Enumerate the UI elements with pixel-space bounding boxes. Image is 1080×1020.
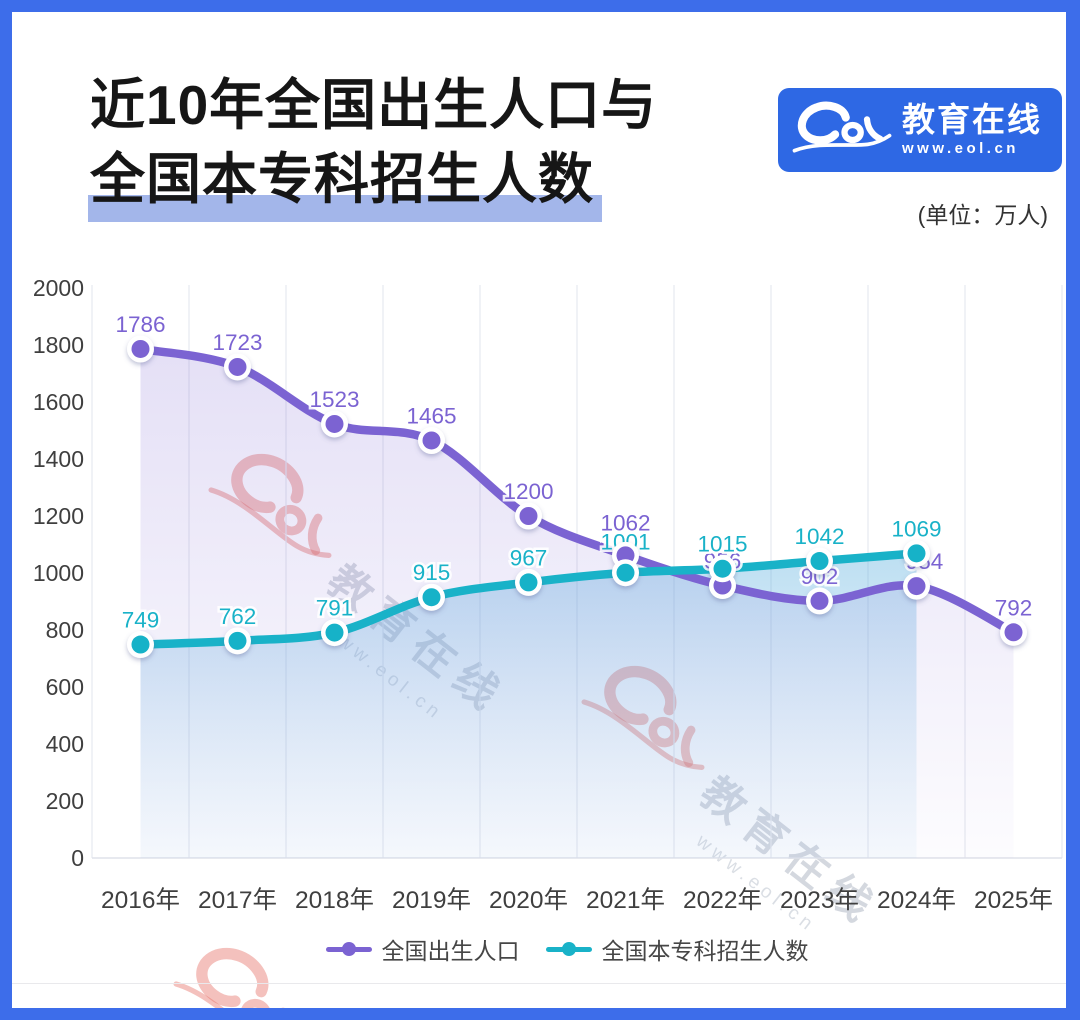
x-tick-label: 2016年: [101, 886, 180, 914]
x-tick-label: 2023年: [780, 886, 859, 914]
value-label: 762: [219, 604, 257, 629]
data-point-dot: [1004, 623, 1023, 642]
data-point-dot: [422, 431, 441, 450]
data-point-dot: [519, 573, 538, 592]
y-tick-label: 800: [46, 617, 84, 643]
data-point-dot: [519, 507, 538, 525]
data-point-dot: [713, 559, 732, 578]
y-tick-label: 1400: [33, 446, 84, 472]
data-point-dot: [616, 563, 635, 582]
title-line-2: 全国本专科招生人数: [87, 142, 603, 222]
value-label: 967: [510, 545, 548, 570]
value-label: 749: [122, 608, 160, 633]
eol-logo: 教育在线 www.eol.cn: [778, 88, 1062, 172]
value-label: 792: [995, 595, 1033, 620]
title-line-1: 近10年全国出生人口与: [90, 74, 658, 136]
value-label: 1465: [406, 403, 456, 428]
legend-dot: [341, 942, 356, 956]
data-point-dot: [907, 544, 926, 563]
y-tick-label: 0: [71, 845, 84, 871]
x-tick-label: 2019年: [392, 886, 471, 914]
legend-item: 全国本专科招生人数: [545, 932, 809, 966]
x-tick-label: 2024年: [877, 886, 956, 914]
series-line: [136, 344, 1018, 637]
data-point-dot: [131, 339, 150, 358]
legend-label: 全国本专科招生人数: [601, 938, 809, 964]
y-tick-label: 1800: [33, 332, 84, 358]
data-point-dot: [616, 546, 635, 565]
data-point-dot: [810, 552, 829, 571]
legend-item: 全国出生人口: [325, 932, 520, 966]
y-tick-label: 400: [46, 731, 84, 757]
data-point-dot: [325, 414, 344, 433]
data-point-dot: [422, 588, 441, 607]
value-label: 791: [316, 596, 354, 621]
x-tick-label: 2020年: [489, 886, 568, 914]
data-point-dot: [131, 635, 150, 654]
value-label: 1723: [212, 330, 262, 355]
value-label: 1042: [794, 524, 844, 549]
eol-logo-icon: [792, 100, 892, 160]
logo-url: www.eol.cn: [902, 140, 1019, 157]
legend-marker: [545, 942, 592, 956]
line-chart: 0 200 400 600 800 1000 1200 1400 1600 1800 2000 201…: [33, 280, 1063, 914]
y-tick-label: 600: [46, 674, 84, 700]
value-label: 1786: [115, 312, 165, 337]
unit-label: (单位：万人): [917, 202, 1048, 228]
legend-label: 全国出生人口: [381, 938, 520, 964]
data-point-dot: [907, 577, 926, 596]
x-tick-label: 2017年: [198, 886, 277, 914]
value-label: 1523: [309, 387, 359, 412]
value-label: 1069: [891, 516, 941, 541]
data-point-dot: [228, 357, 247, 376]
value-label: 915: [413, 560, 451, 585]
data-point-dot: [325, 623, 344, 642]
x-tick-label: 2025年: [974, 886, 1053, 914]
chart-legend: 全国出生人口 全国本专科招生人数: [40, 932, 1066, 966]
y-tick-label: 1600: [33, 389, 84, 415]
infographic-card: 教育在线 www.eol.cn 教育在线 www.eol.cn 教育在线 www…: [12, 12, 1066, 1008]
y-tick-label: 200: [46, 788, 84, 814]
value-label: 1200: [503, 479, 553, 504]
data-point-dot: [810, 591, 829, 610]
value-label: 1062: [600, 510, 650, 535]
logo-brand: 教育在线: [902, 101, 1042, 138]
data-points: [127, 335, 1027, 659]
page-title: 近10年全国出生人口与 全国本专科招生人数: [87, 68, 658, 222]
x-tick-label: 2021年: [586, 886, 665, 914]
data-point-dot: [228, 631, 247, 650]
y-tick-label: 2000: [33, 280, 84, 301]
value-label: 1015: [697, 532, 747, 557]
y-tick-label: 1200: [33, 503, 84, 529]
x-tick-label: 2018年: [295, 886, 374, 914]
bottom-divider: [12, 983, 1066, 984]
x-tick-label: 2022年: [683, 886, 762, 914]
y-tick-label: 1000: [33, 560, 84, 586]
legend-dot: [561, 942, 576, 956]
legend-marker: [325, 942, 372, 956]
